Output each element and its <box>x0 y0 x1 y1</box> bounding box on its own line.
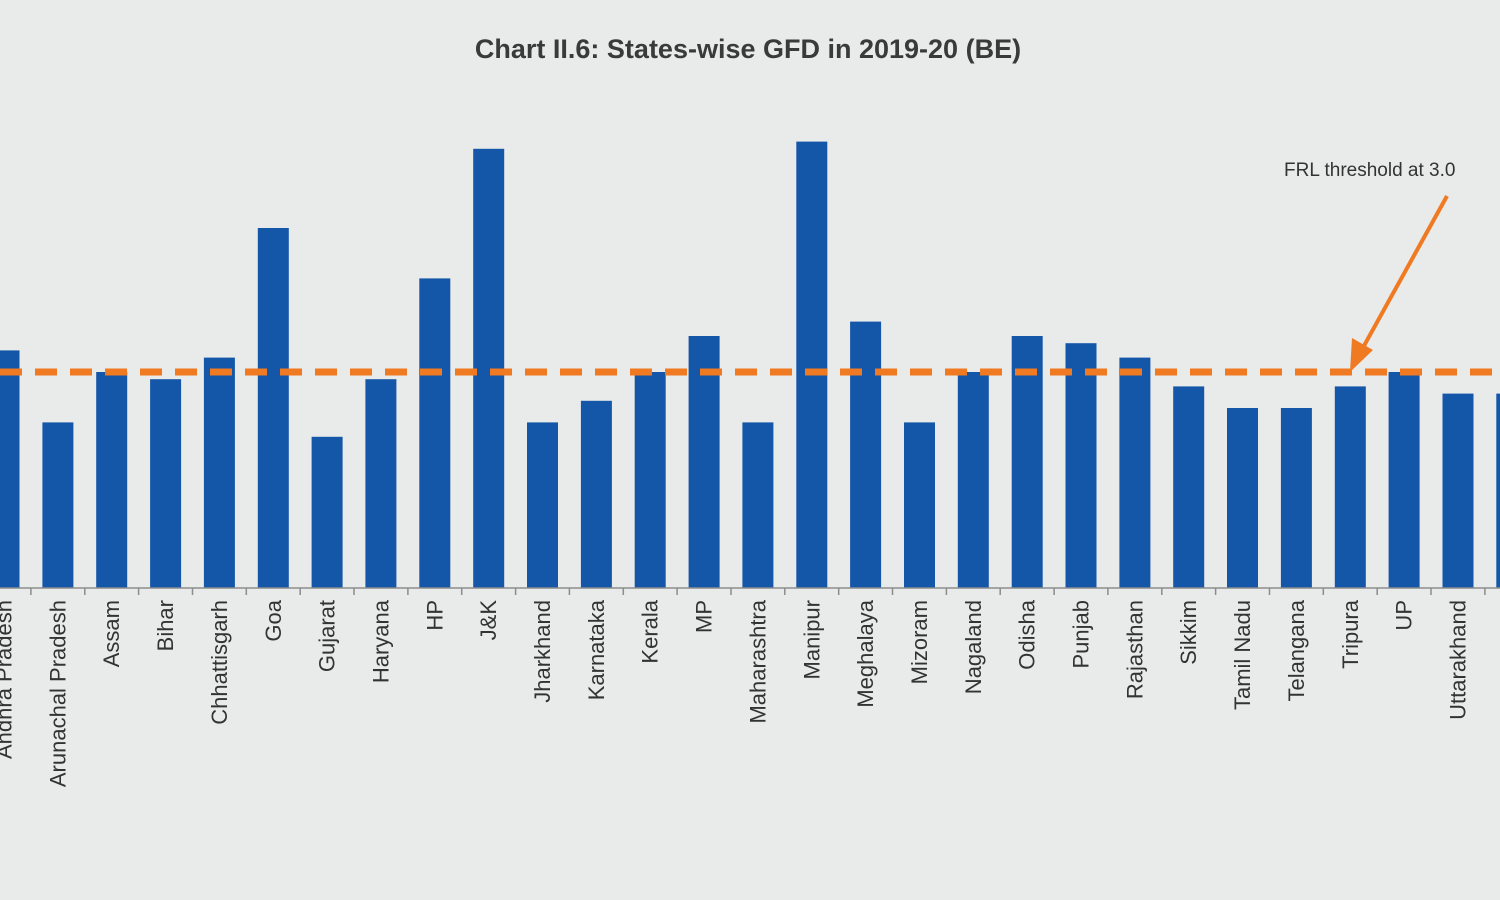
x-tick-label-manipur: Manipur <box>799 600 824 679</box>
x-tick-label-nagaland: Nagaland <box>961 600 986 694</box>
x-tick-label-up: UP <box>1392 600 1417 631</box>
x-tick-label-jandk: J&K <box>476 600 501 641</box>
x-ticks <box>30 588 1486 595</box>
x-tick-label-bihar: Bihar <box>153 600 178 651</box>
bar-tamil-nadu <box>1227 408 1258 588</box>
x-tick-label-maharashtra: Maharashtra <box>745 599 770 723</box>
bar-gujarat <box>311 436 343 588</box>
bar-nagaland <box>957 372 989 588</box>
bar-rajasthan <box>1119 357 1151 588</box>
x-tick-label-rajasthan: Rajasthan <box>1122 600 1147 699</box>
bar-manipur <box>796 141 828 588</box>
x-tick-label-jharkhand: Jharkhand <box>530 600 555 703</box>
bar-andhra-pradesh <box>0 350 20 588</box>
x-tick-label-goa: Goa <box>261 599 286 641</box>
x-tick-label-arunachal-pradesh: Arunachal Pradesh <box>45 600 70 787</box>
bar-sikkim <box>1173 386 1205 588</box>
chart-title: Chart II.6: States-wise GFD in 2019-20 (… <box>475 34 1021 64</box>
bar-haryana <box>365 379 397 588</box>
x-tick-label-odisha: Odisha <box>1015 599 1040 669</box>
x-tick-label-tamil-nadu: Tamil Nadu <box>1230 600 1255 710</box>
x-tick-label-punjab: Punjab <box>1069 600 1094 669</box>
x-tick-label-sikkim: Sikkim <box>1176 600 1201 665</box>
bar-jharkhand <box>527 422 558 588</box>
bar-bihar <box>150 379 182 588</box>
bar-karnataka <box>580 400 612 588</box>
bar-jandk <box>473 148 505 589</box>
bar-west-bengal <box>1496 393 1500 588</box>
bar-telangana <box>1280 408 1312 588</box>
bar-hp <box>419 278 451 588</box>
annotation-arrowhead <box>1350 338 1373 372</box>
bar-meghalaya <box>850 321 882 588</box>
x-tick-label-uttarakhand: Uttarakhand <box>1446 600 1471 720</box>
bar-arunachal-pradesh <box>42 422 74 588</box>
x-tick-label-telangana: Telangana <box>1284 599 1309 701</box>
x-tick-label-assam: Assam <box>99 600 124 667</box>
bar-goa <box>257 228 289 588</box>
bar-mp <box>688 336 720 588</box>
bar-punjab <box>1065 343 1097 588</box>
bar-uttarakhand <box>1442 393 1474 588</box>
x-tick-label-karnataka: Karnataka <box>584 599 609 700</box>
x-tick-label-mp: MP <box>692 600 717 633</box>
x-tick-label-mizoram: Mizoram <box>907 600 932 684</box>
x-tick-label-tripura: Tripura <box>1338 599 1363 669</box>
bar-chhattisgarh <box>203 357 235 588</box>
bar-mizoram <box>904 422 935 588</box>
x-tick-label-gujarat: Gujarat <box>315 600 340 672</box>
x-tick-label-chhattisgarh: Chhattisgarh <box>207 600 232 725</box>
bar-odisha <box>1011 336 1043 588</box>
x-tick-labels: Andhra Pradesh Arunachal Pradesh Assam Biha… <box>0 599 1500 787</box>
bar-up <box>1388 372 1420 588</box>
threshold-annotation: FRL threshold at 3.0 <box>1284 160 1455 181</box>
bar-kerala <box>634 372 666 588</box>
bar-assam <box>96 372 128 588</box>
bar-maharashtra <box>742 422 774 588</box>
x-tick-label-kerala: Kerala <box>638 599 663 663</box>
x-tick-label-meghalaya: Meghalaya <box>853 599 878 707</box>
bar-tripura <box>1334 386 1366 588</box>
x-tick-label-andhra-pradesh: Andhra Pradesh <box>0 600 17 759</box>
annotation-arrow <box>1358 195 1449 354</box>
x-tick-label-hp: HP <box>422 600 447 631</box>
x-tick-label-haryana: Haryana <box>368 599 393 683</box>
bars <box>0 141 1500 589</box>
